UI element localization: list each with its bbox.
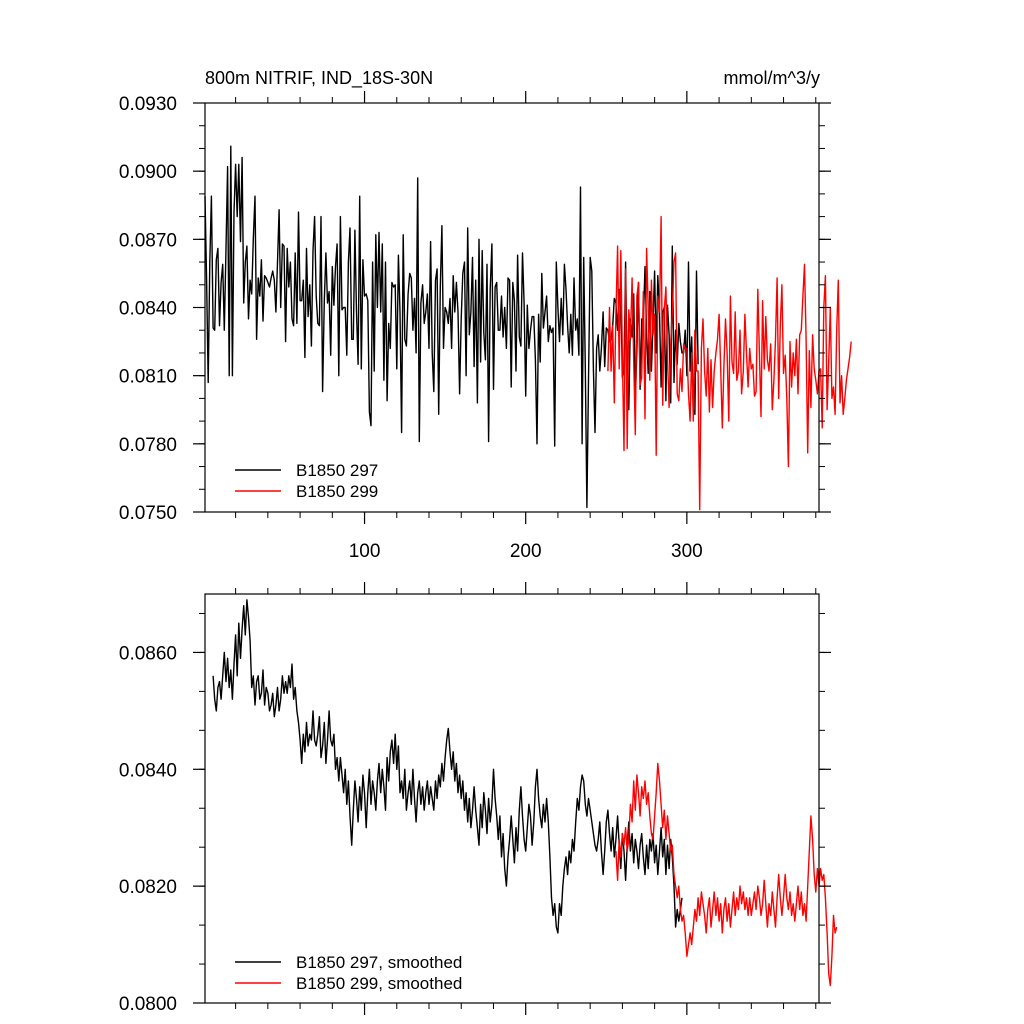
- bottom-ytick-label-1: 0.0820: [119, 877, 177, 898]
- bottom-legend-label-299: B1850 299, smoothed: [296, 974, 462, 993]
- bottom-axes-layer: 0.0800 0.0820 0.0840 0.0860: [119, 582, 831, 1015]
- bottom-legend-label-297: B1850 297, smoothed: [296, 953, 462, 972]
- top-legend-label-297: B1850 297: [296, 461, 378, 480]
- bottom-ytick-label-3: 0.0860: [119, 643, 177, 664]
- top-xtick-label-1: 200: [510, 541, 542, 562]
- top-ytick-label-3: 0.0840: [119, 299, 177, 320]
- bottom-series-line-1: [615, 762, 838, 987]
- top-ytick-label-1: 0.0780: [119, 435, 177, 456]
- top-legend: B1850 297 B1850 299: [235, 461, 378, 501]
- bottom-series-layer: [212, 599, 838, 987]
- top-series-layer: [204, 145, 852, 511]
- bottom-legend: B1850 297, smoothed B1850 299, smoothed: [235, 953, 462, 993]
- top-legend-label-299: B1850 299: [296, 482, 378, 501]
- top-series-line-1: [607, 215, 852, 511]
- top-ytick-label-0: 0.0750: [119, 503, 177, 524]
- top-ytick-label-5: 0.0900: [119, 162, 177, 183]
- bottom-ytick-label-0: 0.0800: [119, 994, 177, 1015]
- bottom-ytick-label-2: 0.0840: [119, 760, 177, 781]
- top-xtick-label-0: 100: [349, 541, 381, 562]
- top-panel-units: mmol/m^3/y: [724, 68, 820, 88]
- bottom-series-line-0: [212, 599, 683, 934]
- top-panel-title: 800m NITRIF, IND_18S-30N: [205, 68, 433, 89]
- top-axes-layer: 0.0750 0.0780 0.0810 0.0840 0.0870 0.0900 0.09…: [119, 91, 831, 562]
- bottom-plot-frame: [204, 593, 820, 1004]
- top-ytick-label-2: 0.0810: [119, 367, 177, 388]
- top-panel: 800m NITRIF, IND_18S-30N mmol/m^3/y 0.07…: [119, 68, 852, 562]
- top-xtick-label-2: 300: [671, 541, 703, 562]
- bottom-panel: 0.0800 0.0820 0.0840 0.0860 B1850 297, smoo…: [119, 582, 838, 1015]
- top-ytick-label-4: 0.0870: [119, 230, 177, 251]
- top-ytick-label-6: 0.0930: [119, 94, 177, 115]
- top-series-line-0: [204, 145, 699, 509]
